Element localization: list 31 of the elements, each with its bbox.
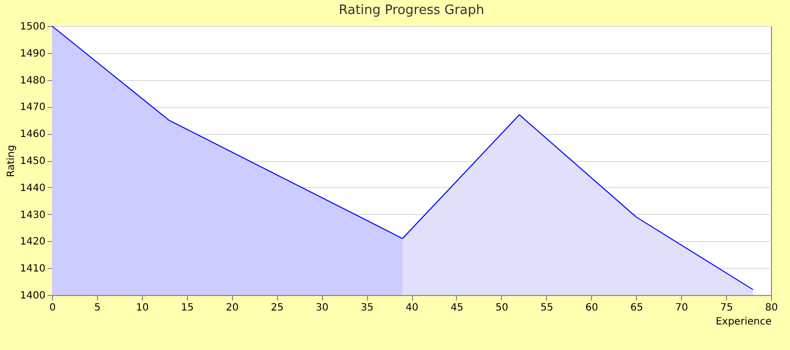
x-tick-label: 55 bbox=[540, 302, 554, 314]
x-tick-label: 30 bbox=[316, 302, 328, 314]
x-tick-label: 70 bbox=[675, 302, 688, 314]
y-tick-label: 1410 bbox=[20, 264, 46, 275]
y-tick-label: 1460 bbox=[20, 129, 46, 140]
x-tick-label: 80 bbox=[765, 302, 778, 314]
x-tick-label: 65 bbox=[630, 302, 644, 314]
y-tick-label: 1450 bbox=[20, 156, 46, 167]
x-axis-title: Experience bbox=[716, 316, 772, 328]
x-tick-label: 25 bbox=[270, 302, 284, 314]
y-tick-label: 1480 bbox=[20, 75, 46, 86]
y-tick-label: 1440 bbox=[20, 182, 46, 194]
x-tick-label: 45 bbox=[450, 302, 464, 314]
x-tick-label: 10 bbox=[136, 302, 149, 314]
x-tick-label: 35 bbox=[360, 302, 374, 314]
x-tick-label: 50 bbox=[496, 302, 508, 314]
y-tick-label: 1500 bbox=[20, 22, 46, 32]
x-tick-label: 5 bbox=[94, 302, 101, 314]
x-tick-label: 20 bbox=[226, 302, 239, 314]
x-tick-label: 0 bbox=[49, 302, 56, 314]
y-tick-label: 1420 bbox=[20, 236, 46, 248]
chart-title: Rating Progress Graph bbox=[338, 3, 484, 18]
y-tick-label: 1490 bbox=[20, 48, 46, 60]
y-axis-title: Rating bbox=[6, 144, 18, 178]
y-tick-label: 1400 bbox=[20, 290, 46, 302]
x-tick-label: 15 bbox=[180, 302, 194, 314]
x-tick-label: 60 bbox=[585, 302, 598, 314]
x-tick-label: 75 bbox=[720, 302, 733, 314]
y-tick-label: 1470 bbox=[20, 102, 46, 114]
x-tick-label: 40 bbox=[406, 302, 418, 314]
y-tick-label: 1430 bbox=[20, 210, 46, 221]
